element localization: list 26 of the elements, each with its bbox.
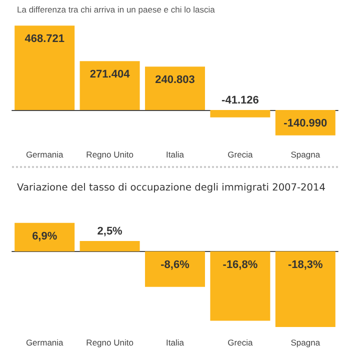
x-tick-label: Grecia — [228, 338, 253, 348]
bar — [145, 66, 205, 110]
data-label: -8,6% — [160, 258, 190, 271]
x-tick-label: Grecia — [228, 150, 253, 160]
data-label: -18,3% — [288, 258, 324, 271]
data-label: 2,5% — [97, 226, 123, 238]
x-tick-label: Spagna — [290, 150, 320, 160]
data-label: -41.126 — [222, 94, 259, 106]
x-tick-label: Regno Unito — [86, 338, 134, 348]
data-label: 271.404 — [90, 68, 131, 81]
x-tick-label: Spagna — [290, 338, 320, 348]
bar — [210, 110, 270, 118]
x-tick-label: Regno Unito — [86, 150, 134, 160]
chart-title: Variazione del tasso di occupazione degli immigrati 2007-2014 — [17, 182, 326, 194]
data-label: 468.721 — [24, 33, 64, 46]
chart-subtitle: La differenza tra chi arriva in un paese e chi lo lascia — [17, 4, 216, 14]
bar — [80, 61, 140, 110]
x-tick-label: Germania — [26, 150, 64, 160]
x-tick-label: Germania — [26, 338, 64, 348]
bar — [14, 26, 75, 110]
x-tick-label: Italia — [166, 150, 184, 160]
data-label: -140.990 — [284, 118, 328, 130]
data-label: -16,8% — [222, 258, 258, 271]
x-tick-label: Italia — [166, 338, 184, 348]
data-label: 240.803 — [155, 74, 195, 86]
data-label: 6,9% — [32, 230, 58, 242]
